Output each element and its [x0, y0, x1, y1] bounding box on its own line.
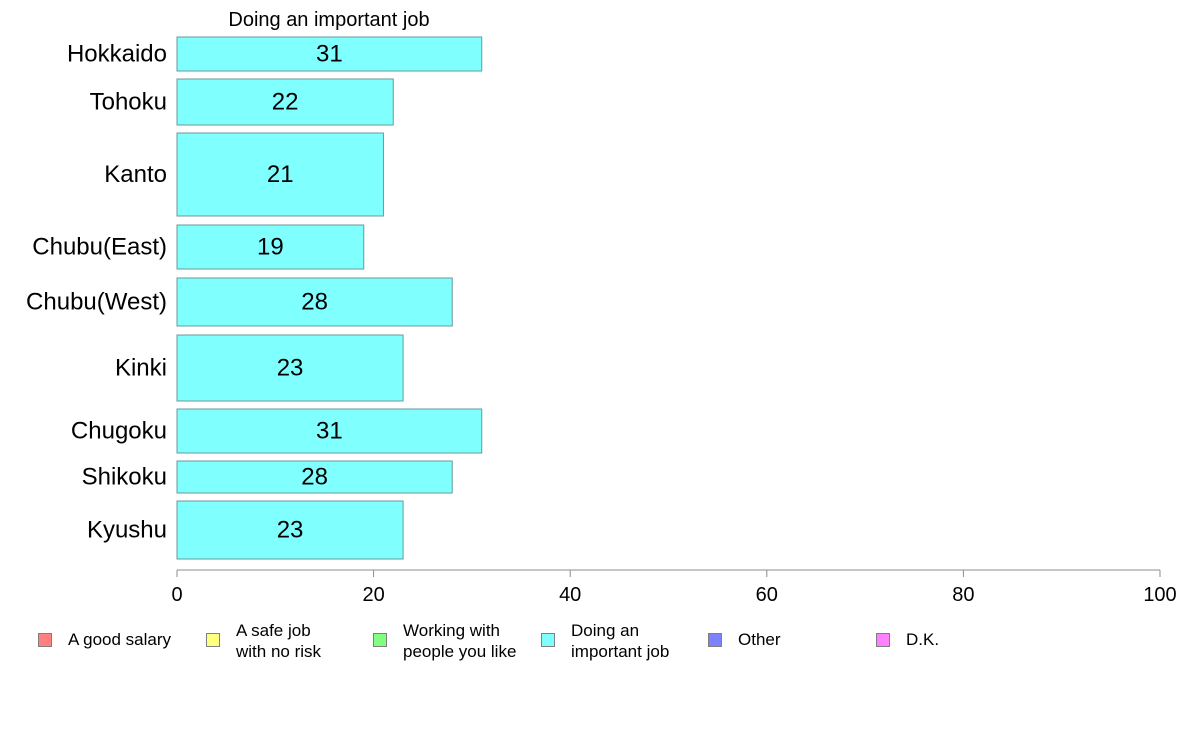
- bar-kanto: [176, 132, 384, 217]
- legend-label: A safe job with no risk: [236, 621, 322, 661]
- x-tick-label: 100: [1143, 584, 1176, 606]
- category-label: Tohoku: [90, 89, 167, 116]
- legend-item: Other: [708, 620, 781, 650]
- category-label: Chubu(East): [32, 234, 167, 261]
- value-label: 19: [257, 234, 284, 261]
- bar-kyushu: [176, 500, 404, 560]
- bars: Hokkaido 31 Tohoku 22 Kanto 21 Chubu(East) 19 Ch…: [26, 36, 483, 560]
- category-label: Kanto: [104, 161, 167, 188]
- legend-label: Doing an important job: [571, 621, 670, 661]
- x-tick-label: 80: [952, 584, 974, 606]
- chart-title: Doing an important job: [228, 9, 429, 31]
- legend-label: Working with people you like: [403, 621, 517, 661]
- category-label: Shikoku: [82, 464, 167, 491]
- category-label: Kyushu: [87, 517, 167, 544]
- legend-swatch: [38, 633, 52, 647]
- legend-label: D.K.: [906, 630, 940, 649]
- legend-item: A safe job with no risk: [206, 620, 321, 662]
- category-label: Chubu(West): [26, 289, 167, 316]
- value-label: 22: [272, 89, 299, 116]
- bar-chugoku: [176, 408, 483, 454]
- bar-hokkaido: [176, 36, 483, 72]
- x-tick-label: 0: [171, 584, 182, 606]
- value-label: 28: [301, 464, 328, 491]
- value-label: 28: [301, 289, 328, 316]
- legend-label: Other: [738, 630, 781, 649]
- x-tick-label: 20: [362, 584, 384, 606]
- legend-item: Doing an important job: [541, 620, 669, 662]
- legend-swatch: [541, 633, 555, 647]
- x-axis: 0 20 40 60 80 100: [171, 569, 1177, 606]
- legend-swatch: [708, 633, 722, 647]
- legend-swatch: [373, 633, 387, 647]
- value-label: 31: [316, 418, 343, 445]
- category-label: Kinki: [115, 355, 167, 382]
- value-label: 21: [267, 161, 294, 188]
- value-label: 31: [316, 41, 343, 68]
- legend-item: A good salary: [38, 620, 171, 650]
- bar-chubu-west: [176, 277, 453, 327]
- value-label: 23: [277, 355, 304, 382]
- bar-tohoku: [176, 78, 394, 126]
- legend-swatch: [876, 633, 890, 647]
- legend-item: Working with people you like: [373, 620, 516, 662]
- bar-chubu-east: [176, 224, 365, 270]
- bar-shikoku: [176, 460, 453, 494]
- category-label: Hokkaido: [67, 41, 167, 68]
- x-tick-label: 60: [756, 584, 778, 606]
- legend-item: D.K.: [876, 620, 939, 650]
- legend: A good salary A safe job with no risk Work…: [38, 620, 1158, 680]
- legend-swatch: [206, 633, 220, 647]
- legend-label: A good salary: [68, 630, 172, 649]
- value-label: 23: [277, 517, 304, 544]
- category-label: Chugoku: [71, 418, 167, 445]
- x-tick-label: 40: [559, 584, 581, 606]
- bar-kinki: [176, 334, 404, 402]
